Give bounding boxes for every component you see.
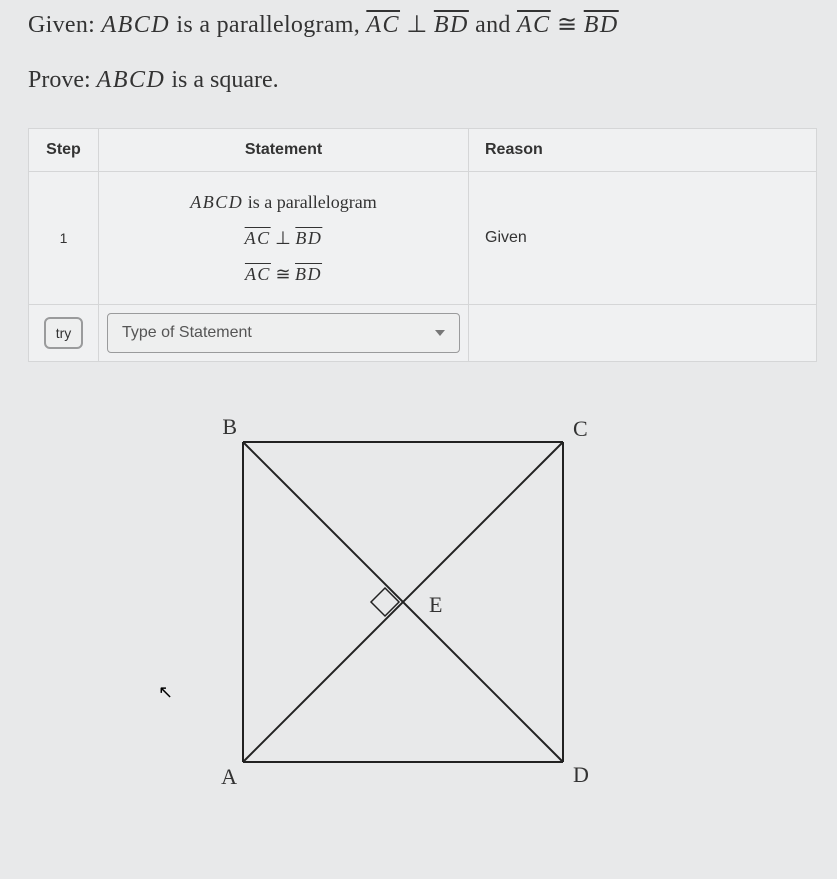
dropdown-placeholder: Type of Statement [122, 324, 252, 342]
ac-1: AC [366, 12, 400, 38]
reason-1: Given [469, 172, 817, 305]
given-text-1: is a parallelogram, [170, 12, 366, 38]
prove-text: is a square. [165, 67, 278, 93]
stmt-perp: ⊥ [275, 228, 291, 248]
prove-label: Prove: [28, 67, 91, 93]
step-1: 1 [29, 172, 99, 305]
bd-1: BD [434, 12, 469, 38]
stmt-ac-2: AC [245, 264, 271, 284]
stmt-cong: ≅ [275, 264, 290, 284]
given-label: Given: [28, 12, 95, 38]
svg-text:A: A [221, 764, 237, 789]
table-row: try Type of Statement [29, 305, 817, 362]
try-button[interactable]: try [44, 317, 84, 349]
reason-try [469, 305, 817, 362]
svg-text:C: C [573, 416, 588, 441]
stmt-bd-1: BD [295, 228, 322, 248]
table-row: 1 ABCD is a parallelogram AC ⊥ BD AC ≅ B… [29, 172, 817, 305]
statement-1: ABCD is a parallelogram AC ⊥ BD AC ≅ BD [115, 184, 452, 292]
abcd-1: ABCD [101, 12, 170, 38]
header-reason: Reason [469, 129, 817, 172]
stmt-para: is a parallelogram [243, 192, 376, 212]
prove-line: Prove: ABCD is a square. [28, 67, 817, 94]
cursor-icon: ↖ [158, 682, 173, 703]
given-line: Given: ABCD is a parallelogram, AC ⊥ BD … [28, 10, 817, 39]
svg-text:D: D [573, 762, 589, 787]
statement-type-dropdown[interactable]: Type of Statement [107, 313, 460, 353]
stmt-bd-2: BD [295, 264, 322, 284]
perp-1: ⊥ [406, 12, 427, 38]
bd-2: BD [584, 12, 619, 38]
abcd-2: ABCD [97, 67, 166, 93]
header-step: Step [29, 129, 99, 172]
header-statement: Statement [99, 129, 469, 172]
svg-text:B: B [222, 414, 237, 439]
cong-1: ≅ [557, 12, 577, 38]
stmt-abcd: ABCD [190, 192, 243, 212]
ac-2: AC [517, 12, 551, 38]
square-diagram: B C D A E [183, 412, 623, 812]
chevron-down-icon [435, 330, 445, 336]
proof-table: Step Statement Reason 1 ABCD is a parall… [28, 128, 817, 362]
and-word: and [469, 12, 517, 38]
svg-text:E: E [429, 592, 442, 617]
table-header-row: Step Statement Reason [29, 129, 817, 172]
stmt-ac-1: AC [245, 228, 271, 248]
